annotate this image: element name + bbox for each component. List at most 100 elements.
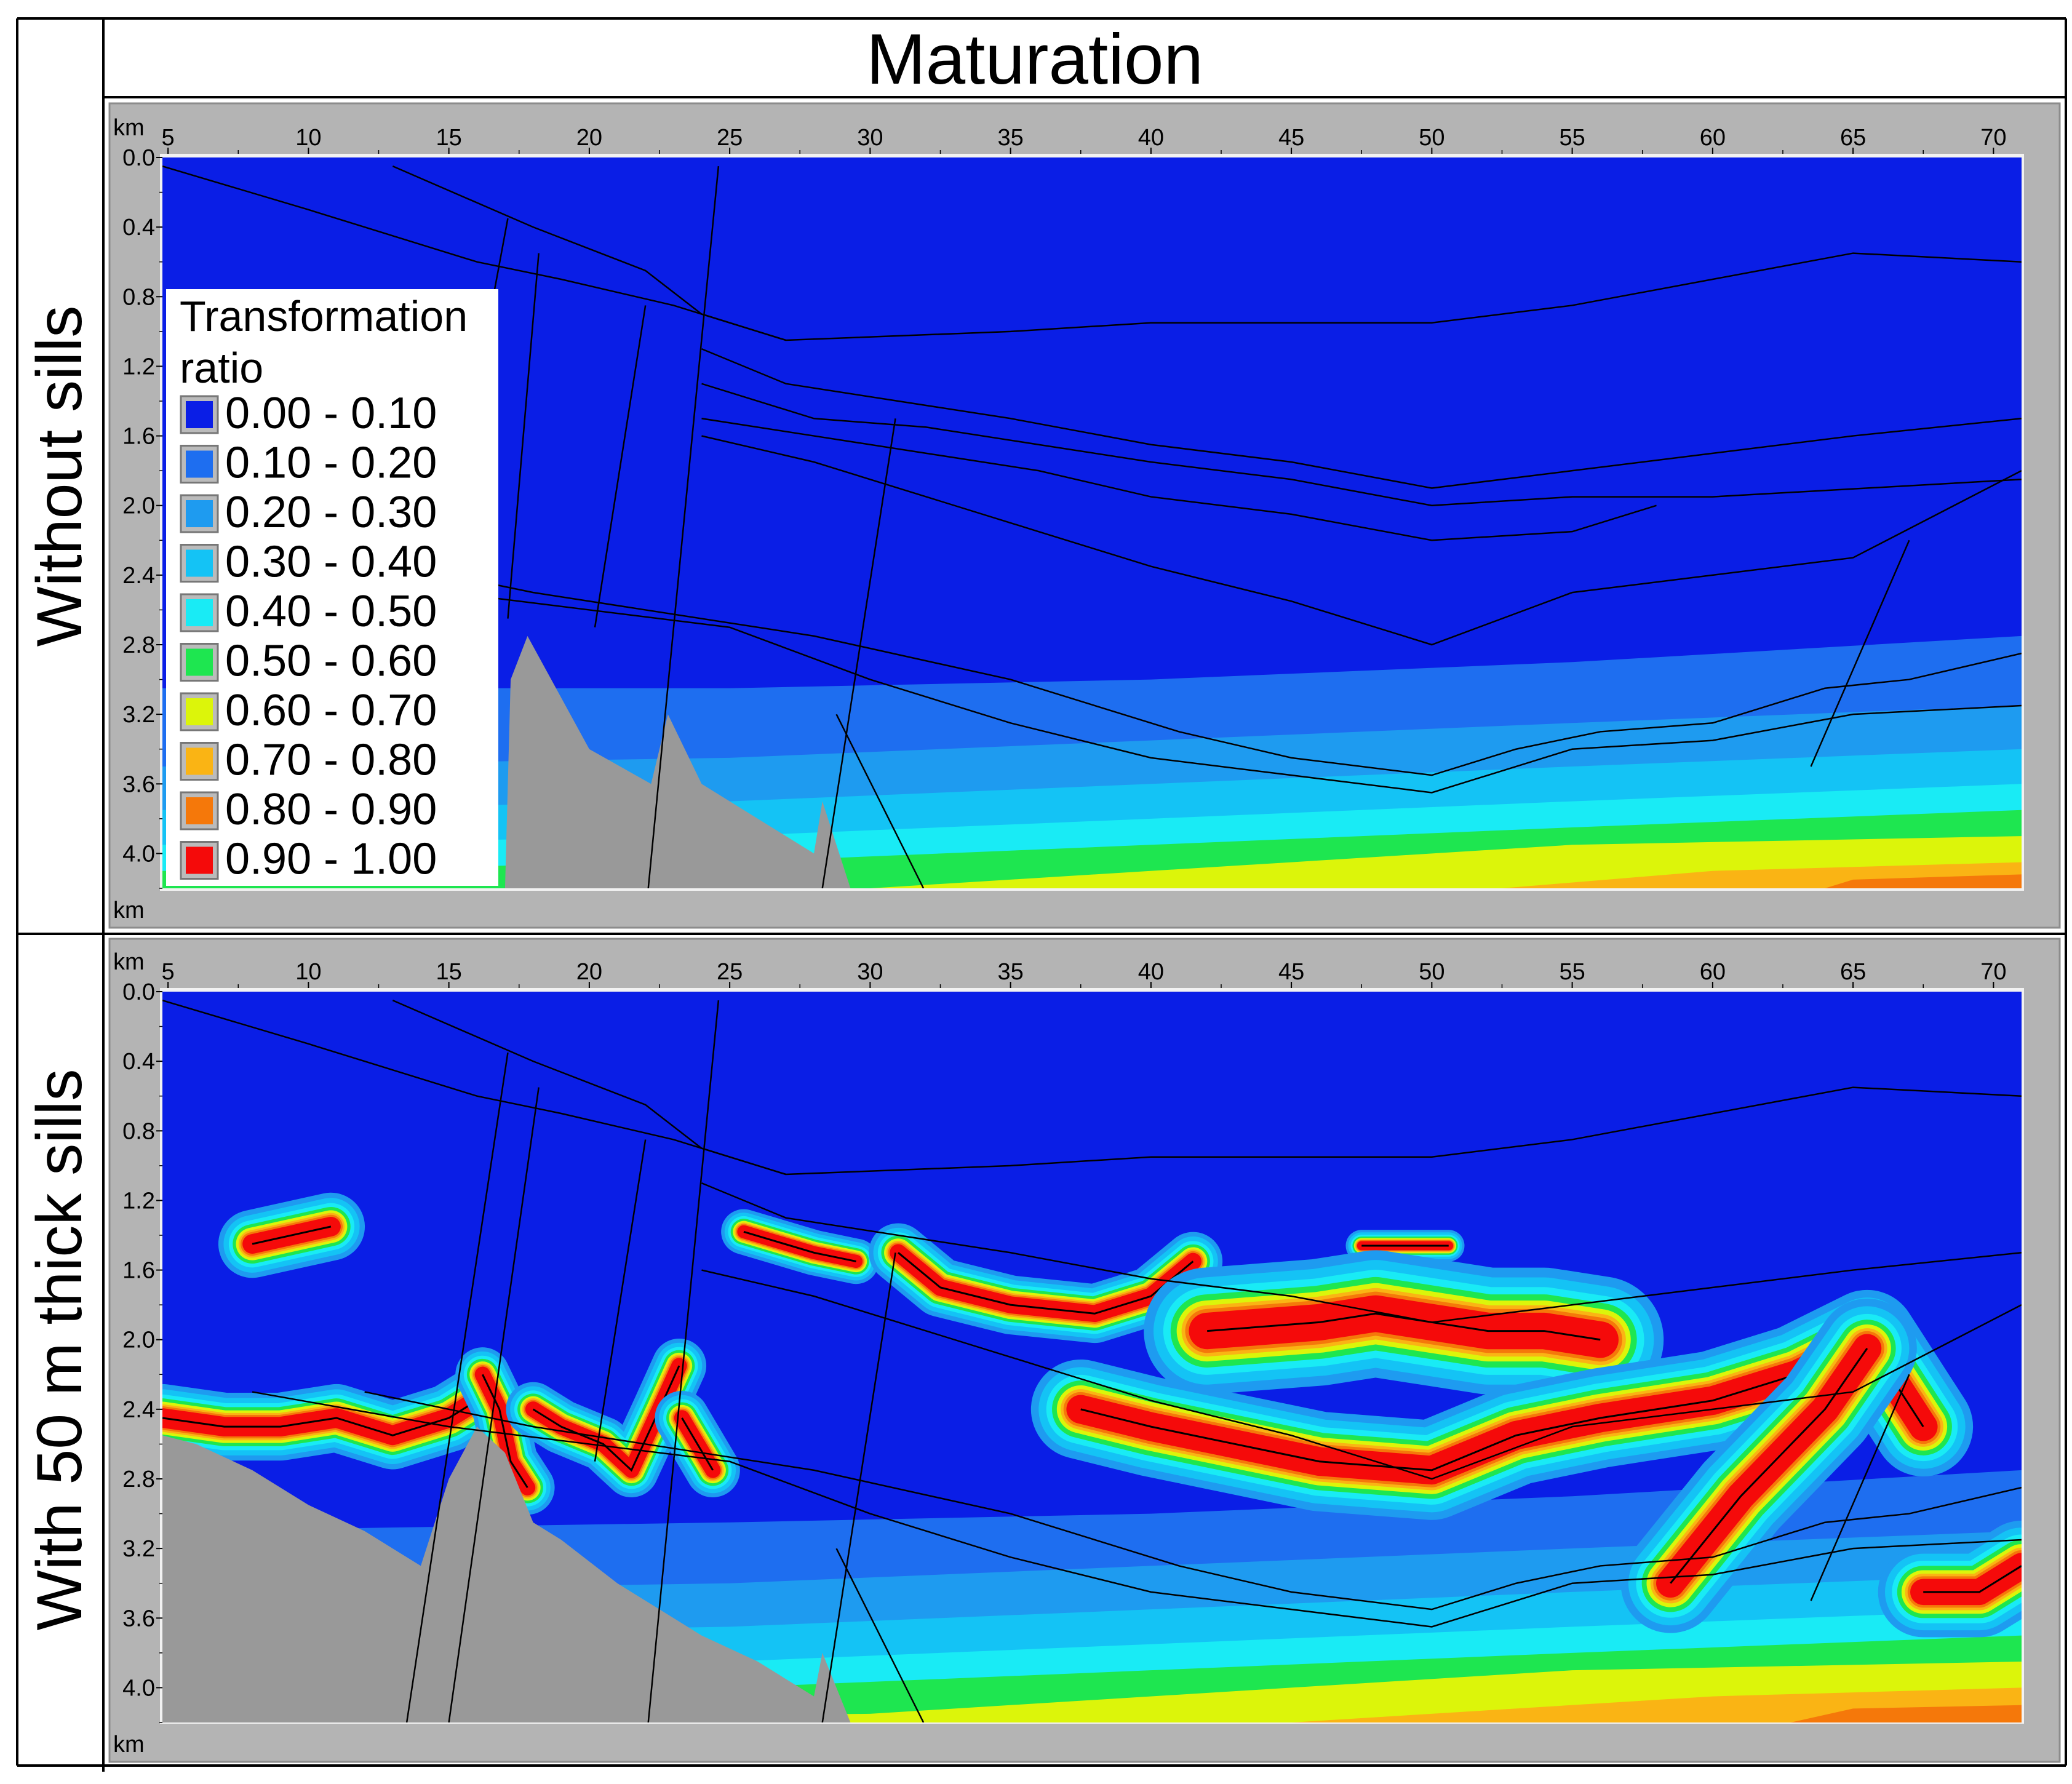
legend-swatch (186, 549, 213, 577)
x-tick-label: 65 (1840, 959, 1866, 985)
x-tick-label: 45 (1278, 125, 1304, 151)
fault-line (594, 305, 647, 627)
legend-label: 0.00 - 0.10 (225, 389, 437, 438)
x-tick-label: 55 (1559, 125, 1585, 151)
horizon-line (162, 999, 2022, 1176)
x-tick-label: 5 (162, 125, 175, 151)
x-tick-label: 50 (1419, 125, 1444, 151)
y-tick-label: 4.0 (122, 1675, 155, 1701)
horizon-line (162, 165, 2022, 341)
legend-swatch (186, 648, 213, 676)
horizon-line (701, 418, 1657, 541)
basement (162, 1427, 851, 1722)
horizon-line (392, 165, 786, 341)
y-tick-label: 0.8 (122, 284, 155, 310)
horizon-line (252, 1391, 2022, 1628)
legend-label: 0.10 - 0.20 (225, 439, 437, 488)
x-axis-unit: km (113, 115, 145, 141)
fault-line (835, 714, 925, 888)
y-tick-label: 3.6 (122, 1606, 155, 1631)
row-label-with-sills: With 50 m thick sills (24, 1069, 95, 1630)
horizon-line (364, 1391, 2022, 1611)
x-tick-label: 10 (295, 959, 321, 985)
layout-grid (16, 17, 2067, 1772)
horizon-line (364, 557, 2022, 776)
x-tick-label: 60 (1700, 959, 1726, 985)
horizon-line (701, 348, 2022, 489)
legend-swatch (186, 846, 213, 874)
sill-line (898, 1252, 1194, 1315)
legend-swatch (186, 797, 213, 824)
legend-swatch (186, 698, 213, 725)
y-tick-label: 2.8 (122, 1467, 155, 1492)
y-tick-label: 2.0 (122, 493, 155, 519)
legend-label: 0.80 - 0.90 (225, 785, 437, 834)
legend-swatch (186, 500, 213, 527)
y-axis-unit: km (113, 898, 145, 923)
fault-line (1810, 1374, 1910, 1601)
y-tick-label: 3.2 (122, 702, 155, 728)
panel-with-sills: 5 10 15 20 25 30 35 40 45 50 55 60 65 70 0.0 0.4 0.8 1.2 1… (108, 938, 2061, 1763)
x-tick-label: 45 (1278, 959, 1304, 985)
legend-label: 0.90 - 1.00 (225, 835, 437, 884)
x-tick-label: 70 (1980, 959, 2006, 985)
x-tick-label: 60 (1700, 125, 1726, 151)
legend-label: 0.20 - 0.30 (225, 488, 437, 537)
x-tick-label: 10 (295, 125, 321, 151)
x-tick-label: 35 (997, 959, 1023, 985)
sill-line (743, 1230, 856, 1262)
x-tick-label: 5 (162, 959, 175, 985)
x-tick-label: 40 (1138, 959, 1164, 985)
legend: Transformation ratio 0.00 - 0.100.10 - 0… (166, 289, 498, 886)
legend-label: 0.30 - 0.40 (225, 538, 437, 587)
horizon-line (392, 999, 786, 1176)
x-axis-unit: km (113, 949, 145, 975)
panel-without-sills: 5 10 15 20 25 30 35 40 45 50 55 60 65 70 0.0 0.4 0.8 1.2 1… (108, 102, 2061, 929)
maturity-band (1790, 1705, 2022, 1722)
fault-line (835, 1548, 925, 1722)
horizon-line (701, 435, 2022, 646)
fault-line (448, 1087, 540, 1722)
legend-label: 0.40 - 0.50 (225, 587, 437, 636)
legend-box (166, 289, 498, 886)
sill-line (1670, 1348, 1868, 1584)
horizon-line (701, 1182, 2022, 1323)
fault-line (647, 1000, 720, 1722)
sill-line (681, 1417, 714, 1471)
sill-line (1923, 1565, 2022, 1593)
legend-swatch (186, 599, 213, 626)
y-tick-label: 0.4 (122, 1049, 155, 1075)
legend-title-line1: Transformation (180, 292, 468, 340)
legend-title-line2: ratio (180, 344, 263, 392)
legend-items: 0.00 - 0.100.10 - 0.200.20 - 0.300.30 - … (180, 389, 437, 884)
sill-line (252, 1225, 332, 1245)
legend-label: 0.70 - 0.80 (225, 736, 437, 785)
fault-line (594, 1139, 647, 1462)
y-tick-label: 0.0 (122, 145, 155, 171)
legend-label: 0.60 - 0.70 (225, 686, 437, 735)
x-tick-label: 25 (717, 959, 743, 985)
sill-line (482, 1374, 528, 1488)
y-tick-label: 3.2 (122, 1536, 155, 1562)
figure-title: Maturation (866, 19, 1203, 99)
sill-line (162, 1400, 478, 1436)
horizon-line (701, 383, 2022, 506)
y-tick-label: 1.2 (122, 1188, 155, 1214)
fault-line (821, 1252, 896, 1722)
section-plot (162, 992, 2022, 1722)
legend-swatch (186, 747, 213, 775)
x-tick-label: 30 (857, 959, 883, 985)
x-tick-label: 25 (717, 125, 743, 151)
x-tick-label: 70 (1980, 125, 2006, 151)
x-tick-label: 50 (1419, 959, 1444, 985)
x-tick-label: 20 (576, 125, 602, 151)
x-tick-label: 35 (997, 125, 1023, 151)
y-tick-label: 2.4 (122, 1397, 155, 1423)
x-tick-label: 40 (1138, 125, 1164, 151)
fault-line (821, 418, 896, 888)
fault-line (1810, 540, 1910, 767)
y-tick-label: 2.0 (122, 1328, 155, 1353)
horizon-line (252, 557, 2022, 794)
basement (162, 635, 851, 888)
